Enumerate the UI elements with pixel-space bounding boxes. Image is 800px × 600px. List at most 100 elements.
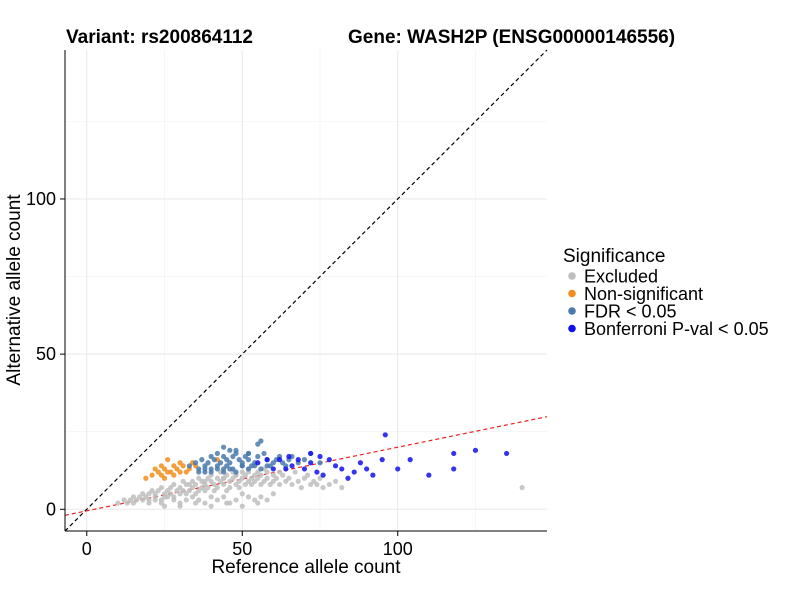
point-bonferroni-p-val-0-05 [276,457,283,463]
point-excluded [189,494,196,500]
grid [65,50,547,531]
point-bonferroni-p-val-0-05 [379,457,385,463]
point-excluded [146,500,152,506]
point-non-significant [177,469,183,475]
point-excluded [220,494,227,500]
point-non-significant [143,475,149,481]
point-bonferroni-p-val-0-05 [451,450,457,457]
point-excluded [314,481,320,488]
point-excluded [286,475,292,481]
point-bonferroni-p-val-0-05 [314,469,320,475]
point-excluded [214,497,220,503]
point-bonferroni-p-val-0-05 [320,472,326,478]
point-excluded [183,481,189,488]
point-bonferroni-p-val-0-05 [351,469,357,475]
point-fdr-0-05 [301,457,308,463]
point-excluded [270,491,276,497]
point-fdr-0-05 [220,469,227,475]
legend-label-excluded: Excluded [584,267,658,287]
legend-key-excluded [568,272,576,280]
reference-lines [64,49,548,532]
point-bonferroni-p-val-0-05 [364,466,370,472]
point-excluded [258,472,264,478]
legend: Significance ExcludedNon-significantFDR … [563,246,769,339]
point-excluded [304,472,311,478]
point-excluded [236,484,242,491]
point-excluded [280,472,286,478]
point-fdr-0-05 [245,457,252,463]
identity-line [64,49,548,532]
point-fdr-0-05 [255,441,261,447]
point-fdr-0-05 [205,460,211,466]
point-bonferroni-p-val-0-05 [339,466,345,472]
point-fdr-0-05 [193,460,199,466]
point-bonferroni-p-val-0-05 [301,466,308,472]
point-bonferroni-p-val-0-05 [283,466,289,472]
ticks: 0 50 100 0 50 100 [26,189,413,559]
point-excluded [177,503,183,509]
point-excluded [165,494,171,500]
point-non-significant [165,457,171,463]
legend-key-fdr-0-05 [568,307,576,315]
point-excluded [292,469,298,475]
point-fdr-0-05 [258,466,264,472]
point-excluded [161,503,168,509]
point-fdr-0-05 [217,460,224,466]
point-excluded [208,503,214,509]
point-fdr-0-05 [211,457,217,463]
point-bonferroni-p-val-0-05 [332,463,339,469]
legend-key-bonferroni-p-val-0-05 [568,324,576,333]
point-excluded [264,497,270,503]
point-excluded [519,484,525,491]
legend-label-fdr-0-05: FDR < 0.05 [584,302,677,322]
point-excluded [205,484,211,491]
point-fdr-0-05 [227,466,233,472]
point-bonferroni-p-val-0-05 [472,447,479,453]
legend-label-bonferroni-p-val-0-05: Bonferroni P-val < 0.05 [584,319,769,339]
point-bonferroni-p-val-0-05 [295,457,301,463]
point-bonferroni-p-val-0-05 [286,453,292,460]
y-tick-label: 50 [36,344,56,364]
point-excluded [220,475,227,481]
y-tick-label: 0 [46,499,56,519]
point-fdr-0-05 [220,444,227,450]
point-non-significant [171,472,177,478]
point-excluded [208,494,214,500]
point-excluded [326,481,332,488]
legend-title: Significance [563,246,665,267]
point-excluded [273,475,280,481]
point-fdr-0-05 [233,447,239,453]
point-bonferroni-p-val-0-05 [426,472,432,478]
point-bonferroni-p-val-0-05 [326,457,332,463]
point-excluded [264,469,270,475]
point-bonferroni-p-val-0-05 [264,457,270,463]
point-fdr-0-05 [245,450,252,457]
y-axis-title: Alternative allele count [4,194,25,386]
point-bonferroni-p-val-0-05 [395,466,401,472]
point-fdr-0-05 [264,463,270,469]
point-fdr-0-05 [233,469,239,475]
point-excluded [214,484,220,491]
point-non-significant [165,469,171,475]
x-axis-title: Reference allele count [211,557,401,578]
point-excluded [255,500,261,506]
point-fdr-0-05 [208,469,214,475]
point-excluded [220,481,227,488]
point-bonferroni-p-val-0-05 [317,453,323,460]
legend-key-non-significant [568,289,576,298]
point-excluded [171,497,177,503]
point-excluded [224,500,230,506]
point-fdr-0-05 [227,460,233,466]
point-non-significant [149,472,155,478]
point-excluded [171,481,177,488]
point-fdr-0-05 [202,466,208,472]
x-tick-label: 0 [82,539,92,559]
point-excluded [202,500,208,506]
point-bonferroni-p-val-0-05 [451,466,457,472]
point-bonferroni-p-val-0-05 [357,460,364,466]
point-bonferroni-p-val-0-05 [270,466,276,472]
point-bonferroni-p-val-0-05 [382,432,388,438]
data-points [115,432,525,509]
point-excluded [339,484,345,491]
